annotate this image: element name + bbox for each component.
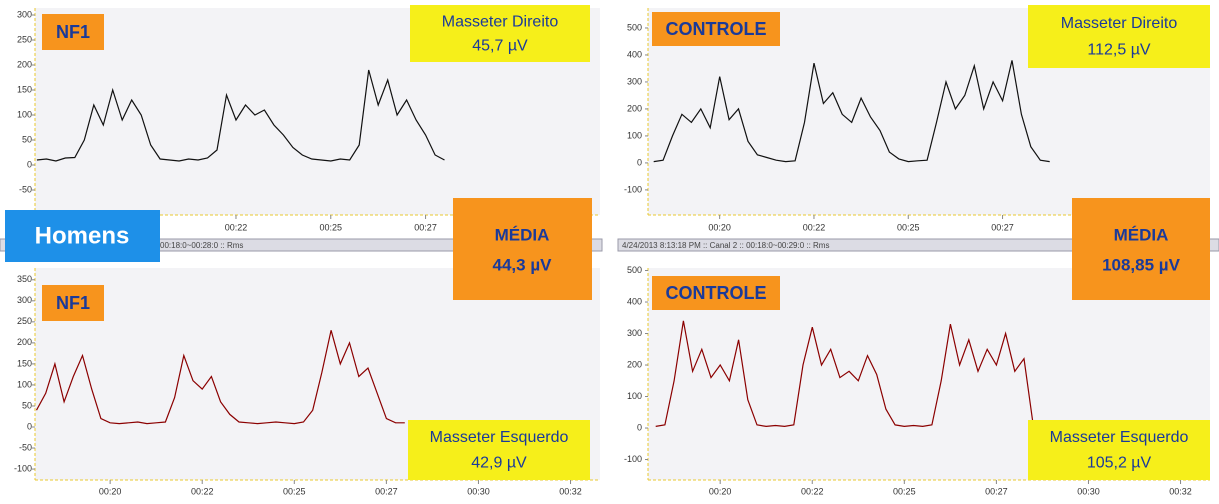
badge-box [652, 12, 780, 46]
x-tick-label: 00:22 [801, 486, 824, 496]
annotation-value: 105,2 µV [1087, 454, 1152, 471]
badge-box [42, 285, 104, 321]
x-tick-label: 00:32 [559, 486, 582, 496]
group-label: Homens [35, 222, 130, 249]
badge-label: CONTROLE [666, 283, 767, 303]
y-tick-label: 400 [627, 296, 642, 306]
x-tick-label: 00:25 [897, 222, 920, 232]
average-value: 44,3 µV [493, 255, 553, 274]
x-tick-label: 00:27 [985, 486, 1008, 496]
signal-line [35, 330, 405, 425]
x-tick-label: 00:27 [414, 222, 437, 232]
y-tick-label: -100 [14, 463, 32, 473]
y-tick-label: -50 [19, 184, 32, 194]
y-tick-label: 350 [17, 274, 32, 284]
annotation-title: Masseter Esquerdo [430, 429, 569, 446]
chart: -5005010015020025030000:2000:2200:2500:2… [17, 5, 600, 232]
badge-label: NF1 [56, 293, 90, 313]
y-tick-label: 200 [627, 103, 642, 113]
x-tick-label: 00:20 [708, 222, 731, 232]
x-tick-label: 00:27 [991, 222, 1014, 232]
x-tick-label: 00:20 [709, 486, 732, 496]
badge-box [42, 14, 104, 50]
chart: -100 -50 0 50 100 150 200 250 300 350 00:20 00:22 00… [14, 268, 600, 496]
chart: -100 0 100 200 300 400 500 00:20 00:22 00:25 00:27… [624, 265, 1210, 496]
x-tick-label: 00:25 [893, 486, 916, 496]
y-tick-label: 50 [22, 400, 32, 410]
x-tick-label: 00:30 [467, 486, 490, 496]
y-tick-label: 500 [627, 265, 642, 275]
annotation-title: Masseter Direito [1061, 15, 1178, 32]
signal-line [655, 320, 1034, 428]
average-title: MÉDIA [495, 225, 550, 244]
y-tick-label: 0 [637, 422, 642, 432]
y-tick-label: 100 [627, 130, 642, 140]
annotation-title: Masseter Esquerdo [1050, 429, 1189, 446]
x-tick-label: 00:22 [803, 222, 826, 232]
y-tick-label: -50 [19, 442, 32, 452]
annotation-value: 112,5 µV [1087, 42, 1151, 59]
badge-box [652, 276, 780, 310]
y-tick-label: 300 [627, 328, 642, 338]
y-tick-label: -100 [624, 454, 642, 464]
annotation-value: 42,9 µV [471, 454, 527, 471]
chart: -100 0 100 200 300 400 500 00:20 00:22 00:25 00:27… [624, 5, 1210, 232]
y-tick-label: 150 [17, 358, 32, 368]
y-tick-label: 300 [627, 76, 642, 86]
average-box [1072, 198, 1210, 300]
y-tick-label: -100 [624, 184, 642, 194]
y-tick-label: 50 [22, 134, 32, 144]
average-box [453, 198, 592, 300]
y-tick-label: 150 [17, 84, 32, 94]
y-tick-label: 100 [627, 391, 642, 401]
annotation-box [1028, 420, 1210, 480]
x-tick-label: 00:22 [191, 486, 214, 496]
annotation-box [1028, 5, 1210, 68]
y-tick-label: 200 [17, 59, 32, 69]
average-title: MÉDIA [1114, 225, 1169, 244]
annotation-box [410, 5, 590, 62]
y-tick-label: 0 [637, 157, 642, 167]
charts: -50 0 50 100 150 200 250 300 00:20 00:22 00:25 00:2… [14, 5, 1210, 496]
annotation-title: Masseter Direito [442, 13, 559, 30]
signal-line [653, 60, 1050, 163]
x-tick-label: 00:32 [1169, 486, 1192, 496]
signal-line [36, 69, 445, 162]
y-tick-label: 0 [27, 421, 32, 431]
y-tick-label: 300 [17, 9, 32, 19]
x-tick-label: 00:22 [225, 222, 248, 232]
y-tick-label: 250 [17, 316, 32, 326]
annotation-box [408, 420, 590, 480]
status-text: 4/24/2013 8:13:18 PM :: Canal 2 :: 00:18… [622, 241, 829, 250]
y-tick-label: 200 [17, 337, 32, 347]
x-tick-label: 00:27 [375, 486, 398, 496]
y-tick-label: 250 [17, 34, 32, 44]
y-tick-label: 300 [17, 295, 32, 305]
x-tick-label: 00:25 [283, 486, 306, 496]
average-value: 108,85 µV [1102, 255, 1181, 274]
status-text: 00:18:0~00:28:0 :: Rms [160, 241, 243, 250]
y-tick-label: 0 [27, 159, 32, 169]
badge-label: NF1 [56, 22, 90, 42]
y-tick-label: 100 [17, 109, 32, 119]
y-tick-label: 400 [627, 49, 642, 59]
status-bar [617, 238, 1219, 252]
y-tick-label: 500 [627, 22, 642, 32]
x-tick-label: 00:20 [99, 486, 122, 496]
annotation-value: 45,7 µV [472, 37, 528, 54]
x-tick-label: 00:25 [320, 222, 343, 232]
group-box [5, 210, 160, 262]
y-tick-label: 200 [627, 359, 642, 369]
x-tick-label: 00:30 [1077, 486, 1100, 496]
y-tick-label: 100 [17, 379, 32, 389]
badge-label: CONTROLE [666, 19, 767, 39]
